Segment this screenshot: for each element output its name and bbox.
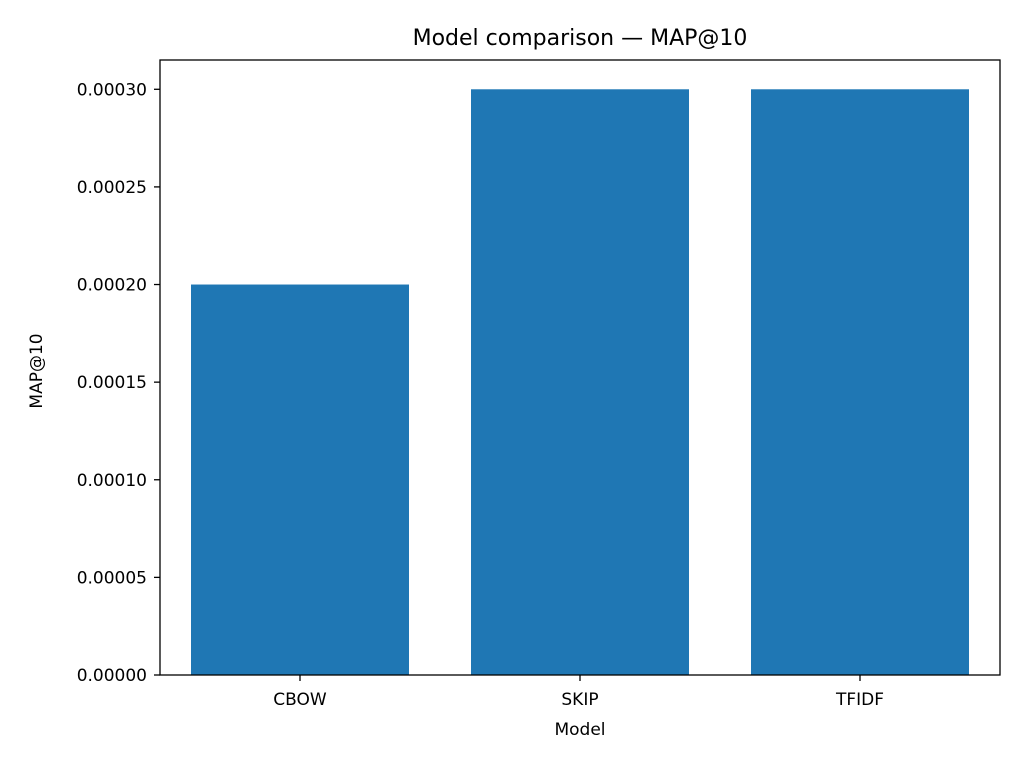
y-axis: 0.00000 0.00005 0.00010 0.00015 0.00020 0.000… (77, 80, 160, 686)
bar-cbow (191, 284, 409, 675)
y-tick-label: 0.00015 (77, 373, 147, 393)
x-tick-label: SKIP (561, 690, 598, 710)
y-tick-label: 0.00005 (77, 568, 147, 588)
y-tick-label: 0.00030 (77, 80, 147, 100)
y-axis-label: MAP@10 (27, 333, 47, 408)
y-tick-label: 0.00025 (77, 178, 147, 198)
y-tick-label: 0.00000 (77, 666, 147, 686)
y-tick-label: 0.00020 (77, 276, 147, 296)
x-tick-label: TFIDF (835, 690, 884, 710)
bars-layer (191, 89, 969, 676)
y-tick-label: 0.00010 (77, 471, 147, 491)
x-tick-label: CBOW (273, 690, 327, 710)
x-axis: CBOW SKIP TFIDF (273, 675, 884, 710)
bar-tfidf (751, 89, 969, 676)
bar-skip (471, 89, 689, 676)
chart-title: Model comparison — MAP@10 (413, 26, 748, 51)
x-axis-label: Model (554, 720, 605, 740)
